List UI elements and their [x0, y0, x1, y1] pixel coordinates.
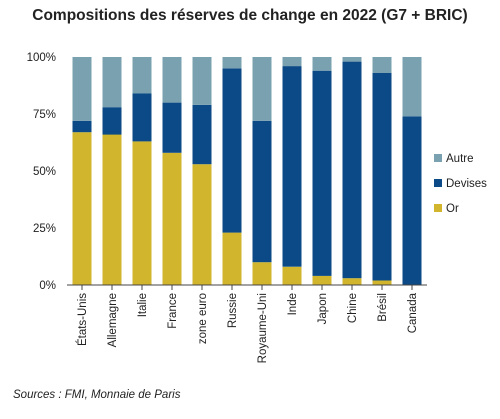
bar-segment-or [132, 141, 152, 285]
bar-segment-autre [72, 57, 92, 121]
bar-segment-autre [312, 57, 332, 71]
bar-segment-autre [132, 57, 152, 94]
bar-segment-devises [402, 116, 422, 285]
bar-segment-autre [282, 57, 302, 67]
chart-title: Compositions des réserves de change en 2… [32, 7, 468, 24]
bar-segment-autre [102, 57, 122, 108]
bar-segment-devises [132, 93, 152, 142]
bar-segment-autre [222, 57, 242, 69]
x-tick-label: Inde [287, 293, 299, 315]
bar-segment-devises [222, 68, 242, 233]
y-tick-label: 100% [27, 52, 56, 64]
x-tick-label: Canada [407, 292, 419, 333]
x-tick-label: Allemagne [107, 293, 119, 347]
y-tick-label: 0% [39, 280, 56, 292]
legend-label-autre: Autre [446, 153, 474, 165]
x-tick-label: Brésil [377, 293, 389, 322]
x-tick-label: États-Unis [76, 293, 89, 346]
bar-segment-devises [162, 102, 182, 153]
x-tick-label: Chine [347, 293, 359, 323]
bar-segment-devises [342, 61, 362, 279]
legend-swatch-or [434, 204, 442, 212]
x-tick-label: France [167, 293, 179, 329]
bar-segment-devises [72, 120, 92, 133]
x-tick-label: Royaume-Uni [257, 293, 269, 363]
bar-segment-or [252, 262, 272, 285]
bar-segment-or [162, 152, 182, 285]
legend-swatch-devises [434, 179, 442, 187]
legend-swatch-autre [434, 154, 442, 162]
bar-segment-devises [252, 120, 272, 263]
bar-segment-or [312, 275, 332, 285]
bar-segment-or [342, 278, 362, 285]
bar-segment-devises [192, 104, 212, 165]
chart-source: Sources : FMI, Monnaie de Paris [13, 389, 181, 401]
bar-segment-autre [342, 57, 362, 62]
bar-segment-autre [252, 57, 272, 121]
x-tick-label: Japon [317, 293, 329, 324]
y-tick-label: 75% [33, 109, 56, 121]
bar-segment-autre [402, 57, 422, 117]
bar-segment-devises [372, 73, 392, 281]
legend-label-or: Or [446, 203, 459, 215]
bar-segment-devises [312, 70, 332, 276]
bar-segment-or [192, 164, 212, 285]
bar-segment-or [102, 134, 122, 285]
bar-segment-devises [102, 107, 122, 135]
y-tick-label: 25% [33, 223, 56, 235]
bar-segment-or [282, 266, 302, 285]
x-tick-label: zone euro [197, 293, 209, 344]
legend-label-devises: Devises [446, 178, 487, 190]
bar-segment-autre [162, 57, 182, 103]
x-tick-label: Russie [227, 293, 239, 328]
bar-segment-autre [372, 57, 392, 73]
bar-segment-or [222, 232, 242, 285]
bar-segment-devises [282, 66, 302, 267]
x-tick-label: Italie [137, 293, 149, 317]
bar-segment-or [372, 280, 392, 285]
bar-segment-autre [192, 57, 212, 105]
bar-segment-or [72, 132, 92, 285]
y-tick-label: 50% [33, 166, 56, 178]
